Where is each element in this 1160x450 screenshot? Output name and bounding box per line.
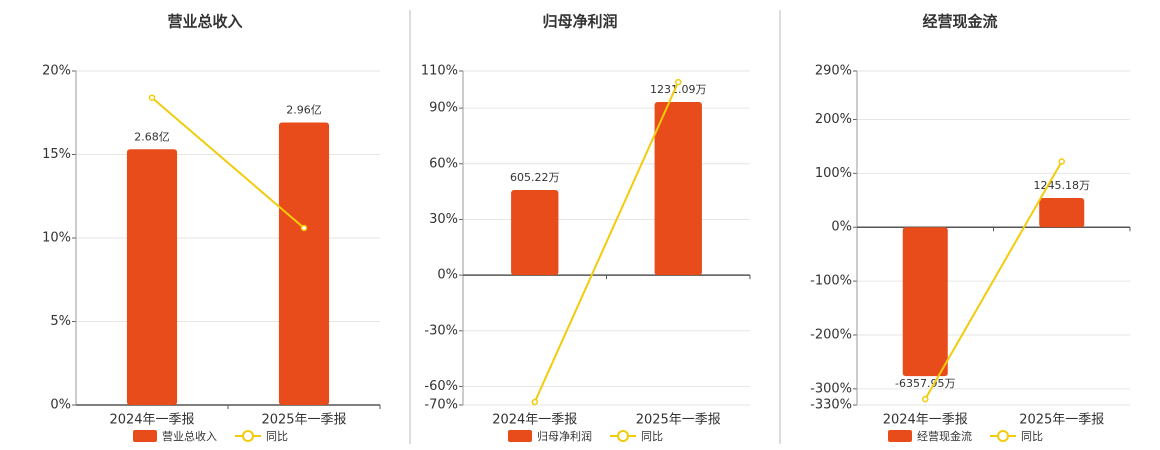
- bar: [126, 149, 178, 405]
- bar: [902, 227, 948, 377]
- y-tick-label: 5%: [50, 314, 71, 329]
- x-tick-label: 2025年一季报: [636, 413, 721, 428]
- legend-label: 经营现金流: [917, 429, 972, 443]
- legend-label: 同比: [1021, 430, 1043, 443]
- line-point: [1058, 158, 1065, 165]
- line: [533, 81, 680, 403]
- bar: [654, 102, 702, 276]
- bar: [511, 190, 559, 276]
- x-tick-label: 2024年一季报: [492, 413, 577, 428]
- y-tick-label: -300%: [810, 381, 852, 396]
- y-tick-label: -100%: [810, 274, 852, 289]
- chart-title: 经营现金流: [922, 13, 997, 31]
- x-tick-label: 2025年一季报: [1019, 413, 1104, 428]
- bar: [278, 122, 330, 405]
- line-point: [300, 224, 308, 232]
- line: [151, 96, 305, 229]
- chart-title: 归母净利润: [542, 13, 617, 31]
- bar-value-label: 2.96亿: [286, 104, 322, 117]
- x-tick-label: 2025年一季报: [261, 413, 346, 428]
- y-tick-label: 200%: [815, 112, 852, 127]
- y-tick-label: 0%: [437, 268, 458, 283]
- line-point: [675, 78, 682, 86]
- y-tick-label: 290%: [815, 64, 852, 79]
- y-tick-label: 90%: [429, 101, 458, 116]
- chart-title: 营业总收入: [167, 13, 242, 31]
- legend-marker: [617, 430, 629, 442]
- line: [924, 161, 1063, 400]
- x-tick-label: 2024年一季报: [883, 413, 968, 428]
- legend-label: 同比: [641, 430, 663, 443]
- bar-value-label: 1245.18万: [1034, 179, 1091, 192]
- legend-label: 归母净利润: [537, 429, 592, 443]
- y-tick-label: 20%: [42, 64, 71, 79]
- y-tick-label: -200%: [810, 327, 852, 342]
- line-point: [922, 395, 929, 403]
- bar-value-label: -6357.95万: [895, 377, 955, 390]
- legend-marker: [242, 430, 254, 442]
- legend-swatch: [133, 430, 157, 442]
- y-tick-label: -30%: [424, 323, 458, 338]
- y-tick-label: -60%: [424, 379, 458, 394]
- y-tick-label: 0%: [831, 220, 852, 235]
- bar: [1039, 198, 1085, 228]
- y-tick-label: 30%: [429, 212, 458, 227]
- legend-swatch: [888, 430, 912, 442]
- line-point: [148, 94, 156, 101]
- y-tick-label: 60%: [429, 156, 458, 171]
- bar-value-label: 605.22万: [510, 171, 560, 184]
- legend-marker: [997, 430, 1009, 442]
- y-tick-label: 10%: [42, 231, 71, 246]
- legend-label: 营业总收入: [162, 429, 217, 443]
- bar-value-label: 2.68亿: [134, 130, 170, 143]
- legend-swatch: [508, 430, 532, 442]
- y-tick-label: 0%: [50, 398, 71, 413]
- bar-value-label: 1231.09万: [650, 83, 707, 96]
- y-tick-label: 110%: [421, 64, 458, 79]
- y-tick-label: -70%: [424, 398, 458, 413]
- line-point: [531, 398, 538, 406]
- y-tick-label: -330%: [810, 398, 852, 413]
- legend-label: 同比: [266, 430, 288, 443]
- y-tick-label: 15%: [42, 147, 71, 162]
- x-tick-label: 2024年一季报: [109, 413, 194, 428]
- y-tick-label: 100%: [815, 166, 852, 181]
